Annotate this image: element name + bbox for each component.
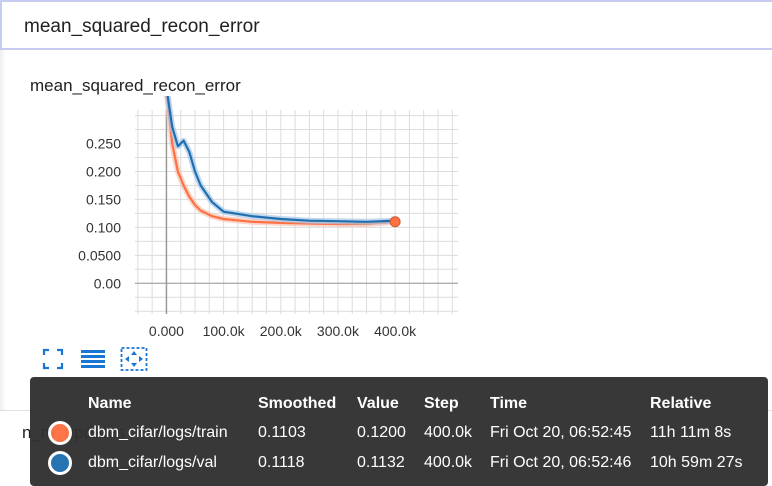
- tooltip-row-name: dbm_cifar/logs/val: [88, 454, 217, 471]
- tooltip-row-time: Fri Oct 20, 06:52:45: [490, 424, 632, 441]
- tooltip-row-relative: 10h 59m 27s: [650, 454, 743, 471]
- x-tick-label: 200.0k: [260, 323, 303, 339]
- line-chart[interactable]: 0.000 100.0k 200.0k 300.0k 400.0k 0.250 0.200 0…: [0, 96, 772, 346]
- val-series-swatch: [48, 451, 72, 475]
- tooltip-row-step: 400.0k: [424, 424, 473, 441]
- chart-series: [164, 96, 401, 228]
- tooltip-header-smoothed: Smoothed: [258, 395, 337, 412]
- tooltip-row-smoothed: 0.1103: [258, 424, 306, 441]
- card-shadow: [0, 50, 6, 410]
- tooltip-row-smoothed: 0.1118: [258, 454, 305, 471]
- hover-point-marker: [389, 216, 401, 228]
- data-table-icon[interactable]: [80, 346, 106, 372]
- tag-filter-value: mean_squared_recon_error: [24, 16, 260, 37]
- y-tick-label: 0.250: [86, 136, 121, 152]
- tooltip-row-relative: 11h 11m 8s: [650, 424, 732, 441]
- tooltip-row-value: 0.1132: [357, 454, 405, 471]
- x-tick-label: 100.0k: [203, 323, 246, 339]
- x-tick-label: 400.0k: [374, 323, 417, 339]
- tooltip-row-name: dbm_cifar/logs/train: [88, 424, 228, 441]
- y-tick-label: 0.200: [86, 163, 121, 179]
- chart-axes: [135, 110, 458, 314]
- tooltip-row-time: Fri Oct 20, 06:52:46: [490, 454, 632, 471]
- y-tick-label: 0.150: [86, 191, 121, 207]
- tooltip-header-step: Step: [424, 395, 459, 412]
- scalar-chart-card: [6, 56, 772, 396]
- tooltip-row-step: 400.0k: [424, 454, 473, 471]
- tooltip-header-time: Time: [490, 395, 528, 412]
- chart-tooltip: Name Smoothed Value Step Time Relative d…: [30, 377, 768, 486]
- series-line-val: [166, 96, 396, 223]
- tag-filter-input[interactable]: mean_squared_recon_error: [0, 0, 772, 50]
- tooltip-header-value: Value: [357, 395, 399, 412]
- fit-domain-icon[interactable]: [120, 346, 148, 372]
- chart-title: mean_squared_recon_error: [30, 76, 241, 95]
- chart-ticks: 0.000 100.0k 200.0k 300.0k 400.0k 0.250 0.200 0…: [78, 136, 417, 339]
- x-tick-label: 0.000: [149, 323, 184, 339]
- tooltip-row-value: 0.1200: [357, 424, 406, 441]
- y-tick-label: 0.100: [86, 219, 121, 235]
- tooltip-header-relative: Relative: [650, 395, 712, 412]
- train-series-swatch: [48, 421, 72, 445]
- x-tick-label: 300.0k: [317, 323, 360, 339]
- tooltip-header-name: Name: [88, 395, 132, 412]
- fullscreen-icon[interactable]: [40, 346, 66, 372]
- y-tick-label: 0.00: [94, 275, 121, 291]
- y-tick-label: 0.0500: [78, 247, 121, 263]
